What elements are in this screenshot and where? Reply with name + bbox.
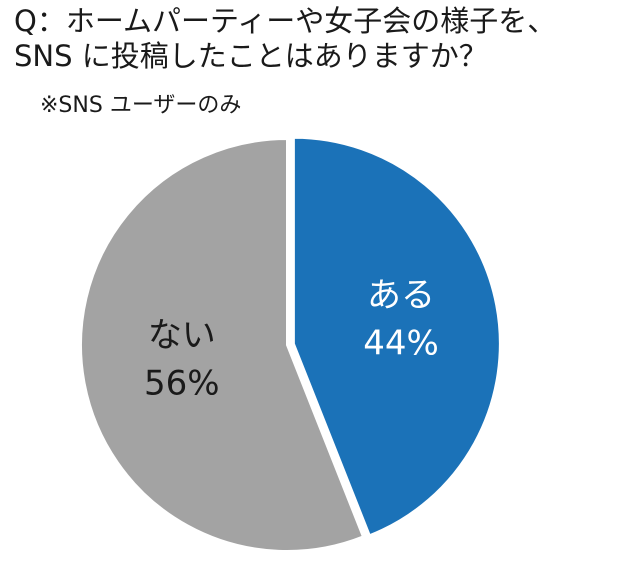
- slice-percent-label: 56%: [144, 363, 220, 403]
- slice-name-label: ある: [367, 275, 435, 315]
- pie-slice-no: [80, 137, 365, 552]
- slice-percent-label: 44%: [363, 323, 439, 363]
- chart-subtitle: ※SNS ユーザーのみ: [40, 93, 242, 118]
- pie-slice-yes: [292, 136, 501, 537]
- slice-name-label: ない: [148, 315, 216, 355]
- title-line-1: Q：ホームパーティーや女子会の様子を、: [14, 4, 557, 38]
- chart-title: Q：ホームパーティーや女子会の様子を、 SNS に投稿したことはありますか？: [14, 4, 630, 74]
- title-line-2: SNS に投稿したことはありますか？: [14, 39, 488, 73]
